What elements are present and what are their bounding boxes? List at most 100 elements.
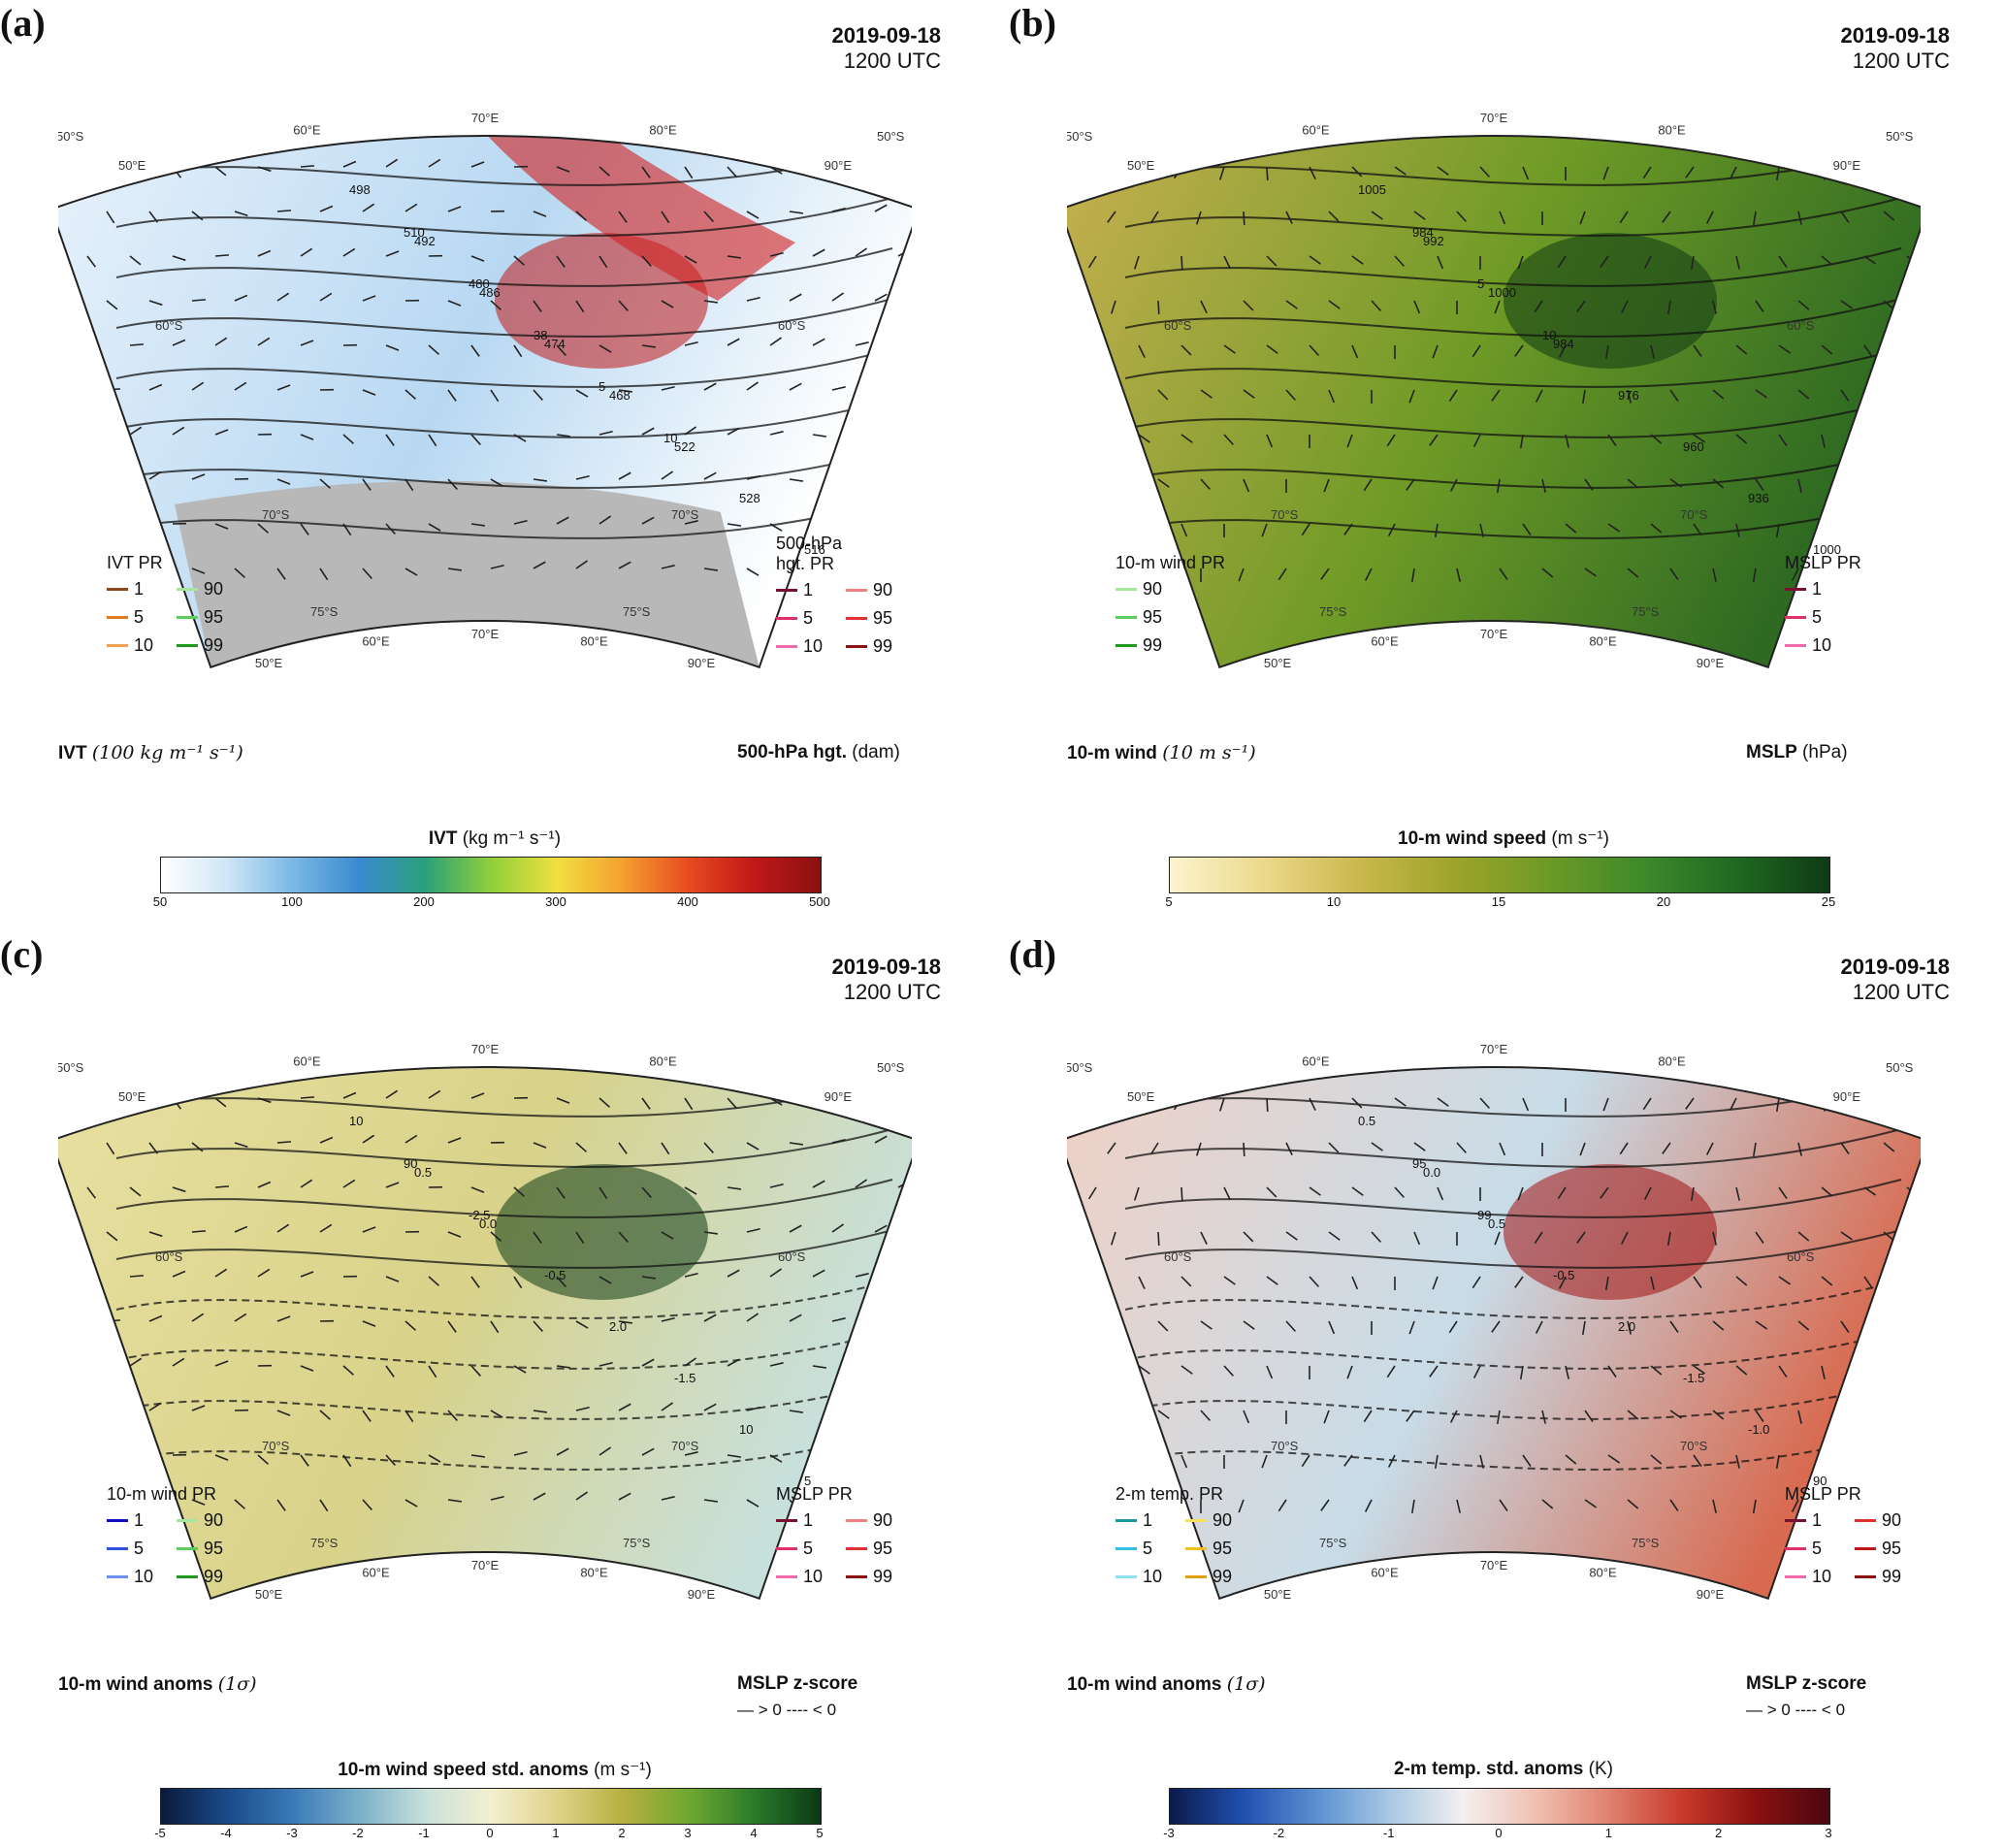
wind-vector [1821, 1365, 1826, 1379]
wind-vector [173, 1009, 181, 1020]
wind-vector [618, 561, 631, 569]
legend: 10-m wind PR 90 95 99 [1116, 553, 1225, 656]
longitude-label: 70°E [471, 627, 500, 641]
wind-vector [1200, 1231, 1208, 1245]
contour-label: 1000 [1813, 542, 1841, 557]
wind-vector [1328, 211, 1340, 222]
wind-vector [790, 1054, 798, 1063]
contour-line [115, 1431, 893, 1471]
wind-vector [362, 567, 372, 579]
wind-vector [342, 1365, 355, 1376]
wind-vector [362, 1134, 375, 1144]
wind-vector [533, 561, 546, 569]
wind-vector [149, 1054, 158, 1064]
wind-vector [728, 78, 735, 88]
wind-vector [1223, 434, 1234, 445]
wind-vector [1712, 1410, 1725, 1420]
colorbar-tick-label: 1 [1604, 1826, 1612, 1840]
wind-vector [447, 1231, 462, 1238]
wind-vector [1480, 1009, 1491, 1017]
wind-vector [661, 211, 670, 224]
colorbar-title: IVT (kg m⁻¹ s⁻¹) [428, 828, 562, 849]
timestamp: 2019-09-18 1200 UTC [1840, 955, 1950, 1005]
wind-vector [106, 1402, 119, 1411]
wind-vector [447, 1410, 458, 1421]
wind-vector [257, 1268, 271, 1278]
legend-swatch [1185, 1575, 1207, 1578]
wind-vector [1883, 1142, 1895, 1152]
legend-swatch [846, 589, 867, 592]
wind-vector [770, 1009, 778, 1021]
wind-vector [1797, 1320, 1810, 1331]
wind-vector [812, 434, 826, 438]
wind-vector [234, 567, 246, 578]
wind-vector [1602, 166, 1609, 180]
wind-vector [385, 1276, 400, 1282]
wind-vector [1771, 1009, 1779, 1020]
contour-line [1124, 1431, 1902, 1471]
wind-vector [148, 470, 162, 480]
wind-vector [148, 300, 163, 307]
wind-vector [703, 1313, 717, 1322]
wind-vector [1862, 1009, 1864, 1022]
latitude-label: 75°S [623, 604, 651, 619]
wind-vector [1576, 300, 1586, 312]
wind-vector [276, 567, 286, 580]
wind-vector [1918, 1410, 1921, 1422]
wind-vector [404, 389, 417, 400]
wind-vector [1285, 1142, 1293, 1155]
legend-item-label: 99 [873, 636, 893, 656]
wind-vector [1837, 478, 1842, 493]
wind-vector [300, 434, 314, 440]
longitude-label: 70°E [471, 111, 500, 125]
wind-vector [470, 434, 481, 445]
wind-vector [661, 1231, 674, 1240]
colorbar-tick-label: 2 [1715, 1826, 1723, 1840]
cyclone-core [1504, 233, 1717, 369]
wind-vector [641, 344, 656, 348]
wind-vector [1266, 1365, 1274, 1379]
wind-vector [1712, 478, 1725, 489]
wind-vector [1755, 1410, 1764, 1423]
wind-vector [129, 518, 144, 525]
wind-vector [1840, 1231, 1854, 1241]
wind-vector [1149, 211, 1159, 224]
wind-vector [1775, 1454, 1780, 1469]
legend-title: hgt. PR [776, 554, 835, 573]
contour-line [116, 1028, 892, 1066]
wind-vector [447, 567, 462, 571]
wind-vector [1541, 478, 1546, 493]
legend-swatch [1116, 644, 1137, 647]
antarctica-landmass [175, 480, 760, 667]
legend-swatch [1116, 1575, 1137, 1578]
wind-vector [855, 434, 868, 442]
wind-vector [1285, 300, 1298, 309]
panel-label: (b) [1009, 1, 1056, 45]
wind-vector [1542, 122, 1551, 132]
wind-vector [1735, 523, 1740, 537]
wind-vector [129, 1275, 145, 1278]
wind-vector [1755, 1320, 1768, 1330]
wind-vector [789, 1142, 803, 1146]
contour-line [115, 197, 893, 237]
legend-swatch [776, 589, 797, 592]
wind-vector [214, 166, 227, 177]
wind-vector [1180, 1365, 1193, 1375]
wind-vector [1541, 567, 1554, 578]
wind-vector [148, 1402, 162, 1411]
wind-vector [1218, 166, 1225, 180]
legend-swatch [177, 1547, 198, 1550]
wind-vector [1705, 1054, 1713, 1065]
wind-vector [1669, 567, 1679, 581]
wind-vector [1755, 389, 1768, 399]
contour-line [115, 1128, 893, 1168]
wind-vector [1479, 523, 1484, 537]
colorbar-tick-label: -1 [1382, 1826, 1395, 1840]
wind-vector [513, 1276, 523, 1289]
wind-vector [1372, 1054, 1377, 1066]
wind-vector [129, 1186, 142, 1197]
wind-vector [191, 1142, 204, 1152]
wind-vector [789, 293, 802, 302]
wind-vector [1413, 300, 1421, 314]
wind-vector [746, 381, 760, 391]
